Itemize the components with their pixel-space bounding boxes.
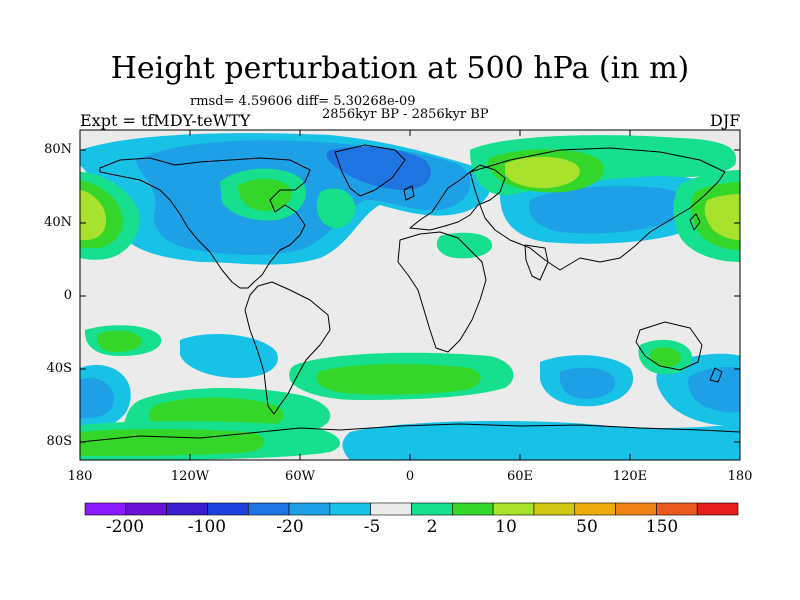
colorbar-swatch bbox=[533, 502, 576, 516]
lon-label-60e: 60E bbox=[506, 469, 534, 484]
lon-label-180e: 180 bbox=[727, 469, 753, 484]
colorbar-swatch bbox=[574, 502, 616, 516]
colorbar-label-minus-20: -20 bbox=[276, 517, 304, 537]
period-text: 2856kyr BP - 2856kyr BP bbox=[322, 107, 489, 122]
blob-pos-europe-core bbox=[505, 156, 580, 189]
blob-pos-south-atlantic-mid bbox=[316, 363, 481, 395]
coast-north-america bbox=[99, 157, 311, 289]
colorbar-label-150: 150 bbox=[645, 517, 679, 537]
blob-pos-hudson-core bbox=[238, 178, 292, 211]
colorbar-swatch bbox=[370, 502, 412, 516]
lon-label-0: 0 bbox=[405, 469, 415, 484]
blob-pos-indian-equatorial bbox=[436, 232, 493, 259]
blob-neg-antarctic-indian bbox=[342, 420, 740, 460]
lat-label-0: 0 bbox=[63, 288, 72, 303]
lat-label-40s: 40S bbox=[46, 361, 72, 376]
season-label: DJF bbox=[710, 111, 741, 130]
stats-text: rmsd= 4.59606 diff= 5.30268e-09 bbox=[190, 94, 416, 109]
coast-india bbox=[524, 244, 549, 281]
blob-pos-south-pacific-west-mid bbox=[97, 330, 143, 352]
map-title: Height perturbation at 500 hPa (in m) bbox=[110, 51, 690, 86]
experiment-label: Expt = tfMDY-teWTY bbox=[80, 111, 251, 130]
coast-british-isles bbox=[403, 185, 415, 201]
colorbar-label-minus-200: -200 bbox=[105, 517, 145, 537]
colorbar-swatch bbox=[696, 502, 739, 516]
coast-new-zealand bbox=[709, 367, 723, 383]
blob-neg-asia-mid bbox=[528, 186, 690, 234]
colorbar-swatch bbox=[247, 502, 290, 516]
colorbar-swatch bbox=[288, 502, 331, 516]
blob-pos-west-pacific-core bbox=[704, 194, 740, 240]
colorbar-swatch bbox=[411, 502, 453, 516]
blob-neg-n-america-core bbox=[326, 146, 431, 191]
colorbar-swatch bbox=[329, 502, 371, 516]
colorbar bbox=[84, 502, 739, 516]
axis-ticks bbox=[79, 130, 741, 460]
blob-pos-east-pacific-core bbox=[80, 190, 107, 240]
coastline-layer bbox=[80, 144, 740, 443]
colorbar-label-minus-5: -5 bbox=[363, 517, 381, 537]
coast-australia bbox=[635, 321, 703, 371]
colorbar-label-2: 2 bbox=[426, 517, 438, 537]
coast-antarctica bbox=[80, 423, 740, 443]
coast-south-america bbox=[244, 281, 331, 415]
colorbar-swatch bbox=[656, 502, 698, 516]
colorbar-swatch bbox=[125, 502, 167, 516]
colorbar-swatch bbox=[207, 502, 249, 516]
lon-label-180w: 180 bbox=[67, 469, 93, 484]
lon-label-60w: 60W bbox=[285, 469, 315, 484]
colorbar-swatch bbox=[492, 502, 535, 516]
colorbar-label-10: 10 bbox=[495, 517, 517, 537]
colorbar-swatch bbox=[166, 502, 208, 516]
coast-africa bbox=[397, 231, 487, 353]
blob-neg-sw-pacific bbox=[180, 334, 278, 378]
colorbar-swatch bbox=[452, 502, 494, 516]
blob-pos-antarctica-west-mid bbox=[80, 429, 265, 456]
coast-europe bbox=[409, 164, 506, 231]
lon-label-120e: 120E bbox=[612, 469, 648, 484]
lat-label-80n: 80N bbox=[44, 142, 72, 157]
coast-greenland bbox=[334, 144, 406, 197]
blob-neg-s-indian-mid bbox=[559, 367, 616, 399]
colorbar-label-50: 50 bbox=[576, 517, 598, 537]
blob-neg-s-pacific-east-mid bbox=[687, 366, 740, 413]
colorbar-label-minus-100: -100 bbox=[187, 517, 227, 537]
coast-japan bbox=[689, 213, 701, 231]
blob-neg-south-pacific-mid bbox=[80, 377, 115, 418]
lon-label-120w: 120W bbox=[170, 469, 210, 484]
colorbar-swatch bbox=[84, 502, 127, 516]
lat-label-40n: 40N bbox=[44, 215, 72, 230]
lat-label-80s: 80S bbox=[46, 434, 72, 449]
blob-pos-australia-mid bbox=[650, 347, 681, 368]
colorbar-swatch bbox=[615, 502, 657, 516]
coast-asia bbox=[469, 147, 726, 271]
blob-pos-atlantic bbox=[316, 188, 356, 229]
